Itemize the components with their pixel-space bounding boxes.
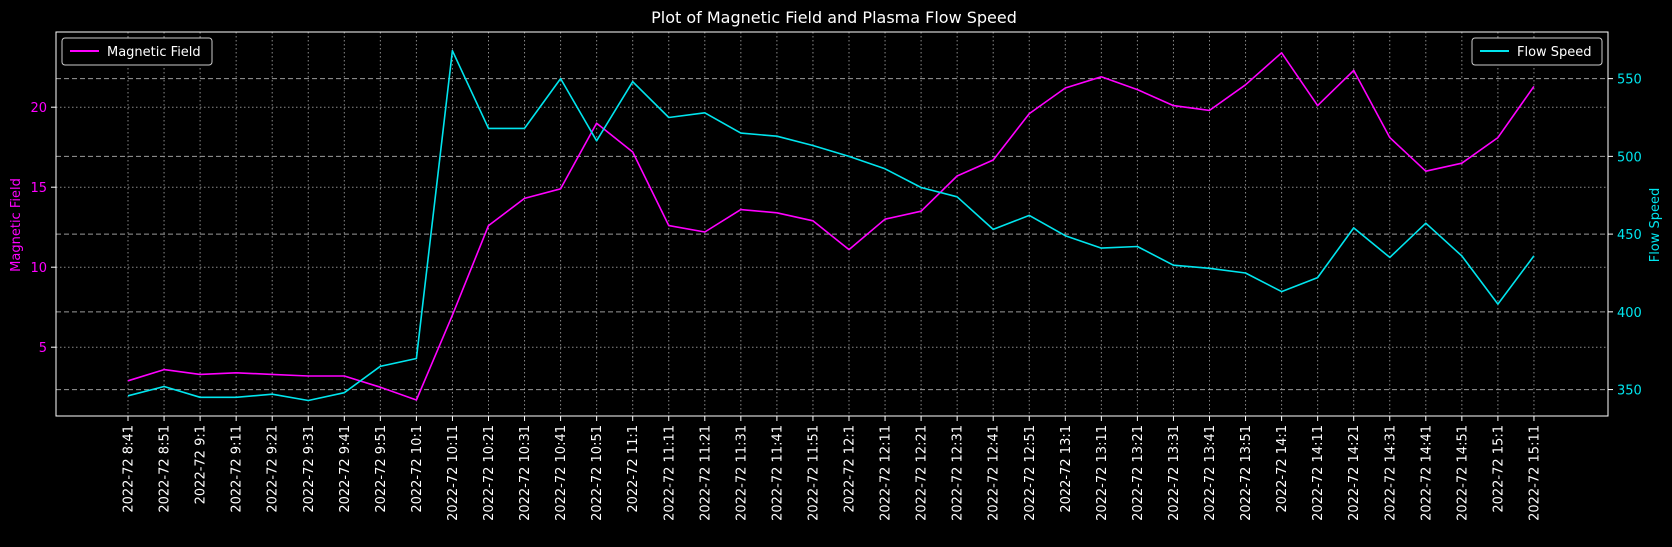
left-y-axis-label: Magnetic Field: [9, 178, 24, 272]
x-tick-label: 2022-72 9:21: [266, 425, 281, 513]
x-tick-label: 2022-72 10:1: [410, 425, 425, 513]
x-tick-label: 2022-72 14:11: [1311, 425, 1326, 521]
x-tick-label: 2022-72 13:31: [1167, 425, 1182, 521]
left-y-tick-label: 5: [39, 341, 47, 356]
x-tick-label: 2022-72 10:21: [482, 425, 497, 521]
series-line-magnetic-field: [127, 51, 1535, 401]
x-tick-label: 2022-72 13:41: [1203, 425, 1218, 521]
x-tick-label: 2022-72 12:31: [951, 425, 966, 521]
right-y-tick-label: 400: [1617, 306, 1642, 321]
x-tick-label: 2022-72 11:1: [626, 425, 641, 513]
legend-flow-speed-label: Flow Speed: [1517, 45, 1592, 60]
x-tick-label: 2022-72 11:21: [698, 425, 713, 521]
x-tick-label: 2022-72 13:21: [1131, 425, 1146, 521]
x-tick-label: 2022-72 10:31: [518, 425, 533, 521]
x-tick-label: 2022-72 10:51: [590, 425, 605, 521]
legend-magnetic-field: Magnetic Field: [61, 37, 213, 66]
series-line-flow-speed: [127, 49, 1535, 402]
x-tick-label: 2022-72 14:51: [1455, 425, 1470, 521]
plot-frame: [55, 31, 1609, 417]
x-tick-label: 2022-72 13:51: [1239, 425, 1254, 521]
right-y-axis-label: Flow Speed: [1648, 188, 1663, 263]
x-tick-label: 2022-72 10:11: [446, 425, 461, 521]
right-y-tick-label: 500: [1617, 150, 1642, 165]
left-y-tick-label: 15: [30, 181, 47, 196]
chart-title: Plot of Magnetic Field and Plasma Flow S…: [651, 8, 1017, 27]
x-tick-label: 2022-72 9:31: [302, 425, 317, 513]
left-y-axis-ticks: 5 10 15 20: [30, 101, 56, 356]
right-y-tick-label: 550: [1617, 73, 1642, 88]
x-tick-label: 2022-72 12:1: [843, 425, 858, 513]
x-tick-label: 2022-72 14:1: [1275, 425, 1290, 513]
x-tick-label: 2022-72 9:1: [194, 425, 209, 504]
x-tick-label: 2022-72 13:1: [1059, 425, 1074, 513]
x-tick-label: 2022-72 12:51: [1023, 425, 1038, 521]
x-tick-label: 2022-72 12:41: [987, 425, 1002, 521]
right-y-axis-ticks: 350 400 450 500 550: [1608, 73, 1642, 399]
x-tick-label: 2022-72 12:11: [879, 425, 894, 521]
x-tick-label: 2022-72 13:11: [1095, 425, 1110, 521]
left-y-tick-label: 10: [30, 261, 47, 276]
x-tick-label: 2022-72 12:21: [915, 425, 930, 521]
legend-flow-speed: Flow Speed: [1471, 37, 1603, 66]
x-tick-label: 2022-72 14:41: [1419, 425, 1434, 521]
x-tick-label: 2022-72 14:21: [1347, 425, 1362, 521]
legend-magnetic-field-label: Magnetic Field: [107, 45, 201, 60]
right-y-tick-label: 450: [1617, 228, 1642, 243]
left-y-tick-label: 20: [30, 101, 47, 116]
x-tick-label: 2022-72 8:51: [158, 425, 173, 513]
x-tick-label: 2022-72 8:41: [122, 425, 137, 513]
x-tick-label: 2022-72 11:41: [770, 425, 785, 521]
x-tick-label: 2022-72 9:41: [338, 425, 353, 513]
x-tick-label: 2022-72 11:31: [734, 425, 749, 521]
x-tick-label: 2022-72 11:11: [662, 425, 677, 521]
right-y-tick-label: 350: [1617, 384, 1642, 399]
grid-layer: [56, 32, 1608, 416]
x-tick-label: 2022-72 14:31: [1383, 425, 1398, 521]
x-tick-label: 2022-72 9:51: [374, 425, 389, 513]
series-layer: [127, 49, 1535, 402]
x-tick-label: 2022-72 10:41: [554, 425, 569, 521]
x-tick-label: 2022-72 11:51: [806, 425, 821, 521]
x-tick-label: 2022-72 15:1: [1491, 425, 1506, 513]
x-tick-label: 2022-72 9:11: [230, 425, 245, 513]
x-tick-label: 2022-72 15:11: [1527, 425, 1542, 521]
x-axis-ticks: 2022-72 8:41 2022-72 8:51 2022-72 9:1 2022-…: [122, 416, 1542, 521]
